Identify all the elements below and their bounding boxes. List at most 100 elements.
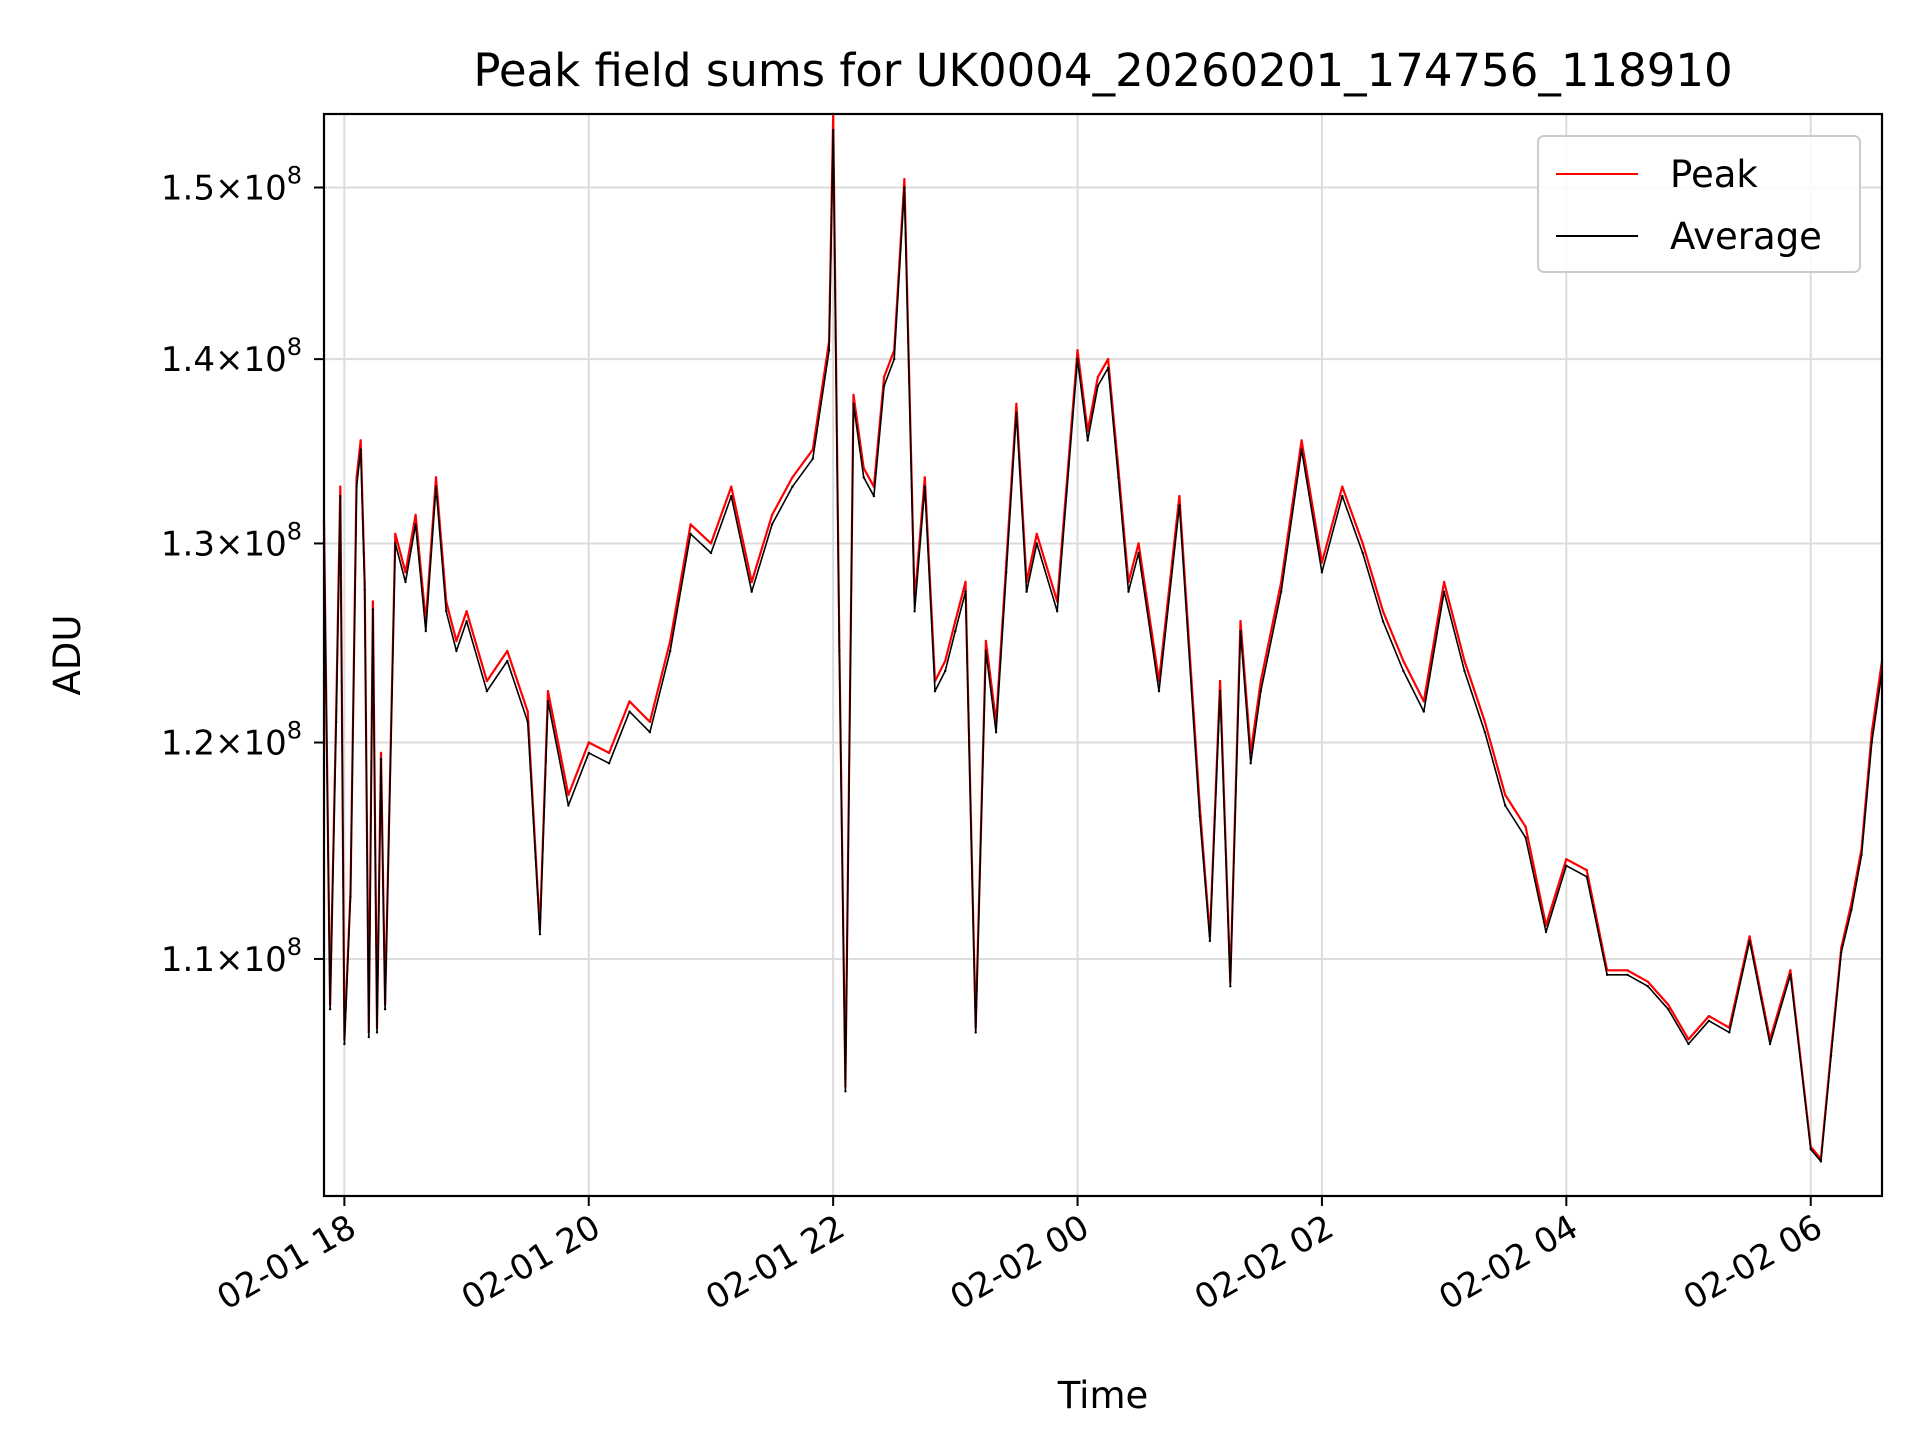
data-point-peak (1320, 561, 1324, 564)
data-point-average (689, 532, 692, 536)
data-point-peak (1483, 720, 1487, 724)
chart-title: Peak field sums for UK0004_20260201_1747… (473, 44, 1732, 97)
data-point-average (1504, 804, 1507, 807)
data-point-average (434, 485, 438, 488)
data-point-peak (587, 741, 590, 744)
data-point-average (913, 610, 916, 613)
data-point-average (844, 1090, 847, 1093)
data-point-average (1127, 590, 1130, 593)
data-point-average (984, 649, 988, 653)
data-point-average (1789, 973, 1792, 976)
data-point-average (355, 485, 358, 488)
data-point-average (567, 804, 570, 807)
y-tick-times: ×10 (215, 524, 287, 564)
data-point-average (1544, 930, 1548, 934)
data-point-peak (1585, 868, 1588, 872)
data-point-average (1280, 590, 1283, 593)
data-point-peak (339, 485, 342, 488)
series-line-average (323, 129, 1883, 1163)
data-point-peak (1463, 659, 1466, 663)
data-point-average (1809, 1148, 1812, 1151)
data-point-peak (648, 720, 652, 724)
data-point-average (1585, 875, 1588, 878)
data-point-peak (371, 600, 375, 603)
data-point-average (1005, 571, 1008, 574)
data-point-average (414, 523, 417, 526)
data-point-average (1850, 908, 1853, 911)
data-point-average (852, 402, 855, 406)
legend: Peak Average (1537, 135, 1861, 273)
data-point-average (1117, 476, 1120, 479)
data-point-average (648, 731, 652, 734)
data-point-average (862, 476, 865, 479)
data-point-average (485, 690, 489, 693)
legend-box (1537, 135, 1861, 273)
data-point-peak (750, 580, 753, 584)
data-point-average (1748, 939, 1751, 943)
y-tick-label: 1.3×108 (161, 517, 302, 564)
data-point-average (363, 588, 366, 591)
data-point-peak (1035, 532, 1039, 536)
data-point-average (339, 494, 342, 498)
data-point-average (1249, 762, 1252, 765)
data-point-average (1860, 853, 1863, 857)
data-point-peak (964, 580, 967, 584)
y-tick-exponent: 8 (287, 517, 302, 545)
data-point-average (1259, 690, 1263, 693)
data-point-average (933, 690, 937, 693)
data-point-average (424, 629, 427, 633)
data-point-average (465, 620, 468, 623)
data-point-average (367, 1035, 370, 1039)
data-point-peak (1076, 349, 1079, 352)
data-point-peak (628, 700, 631, 703)
data-point-average (1320, 571, 1324, 574)
data-point-average (709, 551, 713, 555)
data-point-average (944, 669, 947, 673)
data-point-peak (923, 476, 926, 479)
data-point-average (1106, 366, 1110, 370)
y-tick-times: ×10 (215, 340, 287, 380)
data-point-average (1524, 836, 1527, 839)
data-point-peak (1442, 580, 1446, 584)
data-point-peak (567, 793, 570, 797)
data-point-peak (607, 751, 611, 755)
data-point-average (994, 731, 998, 734)
data-point-average (1768, 1042, 1772, 1046)
data-point-peak (1748, 935, 1751, 938)
data-point-peak (1300, 439, 1303, 442)
data-point-peak (455, 639, 458, 643)
data-point-peak (546, 690, 550, 693)
y-tick-base: 1.1 (161, 940, 215, 980)
y-tick-exponent: 8 (287, 933, 302, 961)
data-point-peak (1137, 542, 1140, 545)
data-point-average (964, 590, 967, 593)
data-point-average (827, 349, 831, 352)
data-point-average (872, 494, 876, 498)
data-point-average (974, 1031, 977, 1034)
data-point-peak (730, 485, 733, 488)
y-tick-label: 1.4×108 (161, 333, 302, 380)
data-point-average (1076, 357, 1079, 361)
data-point-peak (1646, 980, 1650, 983)
data-point-average (770, 523, 774, 526)
data-point-peak (404, 571, 407, 574)
data-point-average (455, 649, 458, 653)
data-point-peak (1015, 402, 1018, 406)
data-point-peak (984, 639, 988, 643)
data-point-average (375, 1031, 379, 1034)
data-point-average (1178, 504, 1181, 507)
data-point-peak (1178, 494, 1181, 498)
data-point-average (1086, 439, 1089, 442)
data-point-average (546, 700, 550, 703)
data-point-peak (954, 620, 957, 623)
data-point-average (1096, 384, 1100, 388)
data-point-peak (1239, 620, 1242, 623)
data-point-peak (379, 751, 383, 755)
data-point-peak (1707, 1014, 1711, 1018)
data-point-peak (1667, 1003, 1670, 1006)
data-point-peak (944, 659, 947, 663)
data-point-peak (359, 439, 362, 442)
data-point-average (383, 1008, 387, 1011)
data-point-average (1442, 590, 1446, 593)
